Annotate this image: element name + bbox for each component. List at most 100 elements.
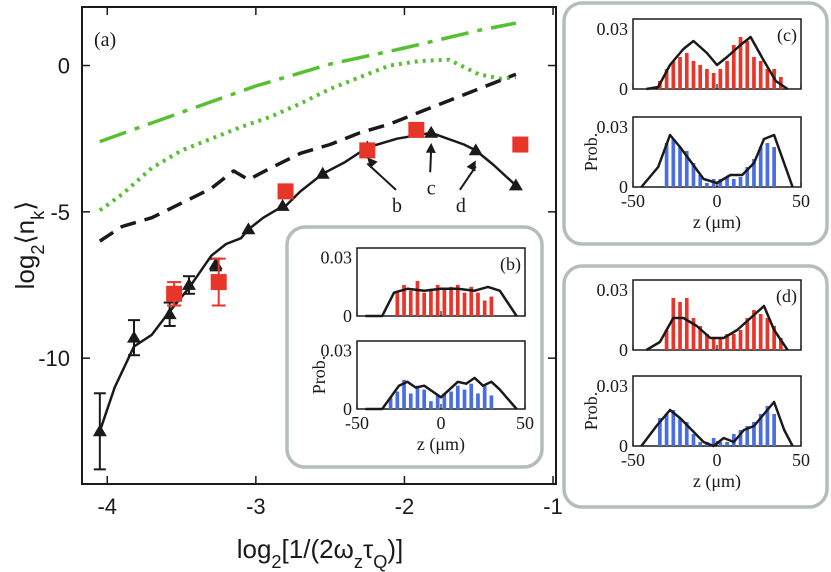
histogram-bar-top <box>725 334 729 350</box>
histogram-bar-bottom <box>718 442 723 446</box>
histogram-bar-bottom <box>705 183 709 187</box>
histogram-bar-top <box>705 334 709 350</box>
x-tick-label: -2 <box>395 494 415 519</box>
histogram-bar-bottom <box>442 393 447 409</box>
histogram-bar-bottom <box>671 139 676 187</box>
histogram-bar-bottom <box>725 177 729 187</box>
histogram-bar-top <box>718 69 723 89</box>
histogram-bar-bottom <box>731 179 736 187</box>
histogram-bar-top <box>765 69 770 89</box>
histogram-bar-top <box>671 61 676 89</box>
histogram-bar-top <box>455 284 460 316</box>
x-tick-label: -1 <box>543 494 563 519</box>
inset-y-tick-label: 0 <box>343 399 352 419</box>
histogram-bar-bottom <box>698 175 703 187</box>
density-line <box>365 376 518 411</box>
inset-y-axis-label: Prob. <box>581 392 601 431</box>
histogram-bar-bottom <box>684 422 689 446</box>
inset-x-tick-label: 0 <box>713 191 722 211</box>
histogram-bar-top <box>469 286 474 316</box>
histogram-bar-bottom <box>664 414 669 446</box>
histogram-bar-top <box>415 281 420 316</box>
triangle-marker <box>241 222 256 235</box>
inset-panel-label: (b) <box>500 254 521 275</box>
histogram-bar-top <box>711 73 716 89</box>
histogram-bar-bottom <box>455 385 460 409</box>
inset-y-tick-label: 0 <box>619 436 628 456</box>
histogram-bar-top <box>449 286 453 316</box>
histogram-bar-bottom <box>435 395 440 409</box>
y-axis-label: log2⟨nk⟩ <box>10 201 48 290</box>
histogram-bar-top <box>435 284 440 316</box>
histogram-bar-bottom <box>415 385 420 409</box>
histogram-bar-top <box>725 61 729 89</box>
histogram-bar-top <box>489 296 494 316</box>
square-marker <box>166 285 183 302</box>
histogram-bar-bottom <box>489 395 494 409</box>
histogram-bar-top <box>758 314 763 350</box>
histogram-bar-top <box>429 288 433 316</box>
histogram-bar-top <box>772 326 776 350</box>
square-marker <box>512 136 529 153</box>
histogram-bar-top <box>711 338 716 350</box>
triangle-marker <box>424 125 439 138</box>
annotation-label: b <box>392 195 402 217</box>
histogram-bar-top <box>442 288 447 316</box>
triangle-marker <box>92 424 107 437</box>
histogram-bar-top <box>738 37 743 89</box>
histogram-bar-top <box>731 45 736 89</box>
inset-y-tick-label: 0.03 <box>597 19 629 39</box>
histogram-bar-top <box>738 330 743 350</box>
inset-panel-label: (d) <box>776 286 797 307</box>
inset-x-tick-label: 50 <box>516 413 534 433</box>
histogram-bar-bottom <box>765 143 770 187</box>
histogram-bar-bottom <box>752 159 756 187</box>
histogram-bar-top <box>752 310 756 350</box>
inset-x-tick-label: -50 <box>621 191 645 211</box>
inset-x-axis-label: z (μm) <box>693 212 741 233</box>
histogram-bar-bottom <box>664 143 669 187</box>
triangle-marker <box>468 143 483 156</box>
inset-y-axis-label: Prob. <box>581 133 601 172</box>
histogram-bar-top <box>698 326 703 350</box>
histogram-bar-bottom <box>691 434 696 446</box>
series-line <box>98 72 517 243</box>
inset-x-tick-label: 0 <box>437 413 446 433</box>
histogram-bar-bottom <box>711 438 716 446</box>
inset-y-tick-label: 0 <box>619 177 628 197</box>
square-marker <box>277 183 294 200</box>
annotation-label: d <box>456 195 466 217</box>
histogram-bar-bottom <box>698 442 703 446</box>
inset-y-tick-label: 0 <box>619 79 628 99</box>
histogram-bar-top <box>752 57 756 89</box>
histogram-bar-top <box>778 338 783 350</box>
histogram-bar-bottom <box>745 426 750 446</box>
histogram-bar-bottom <box>429 401 433 409</box>
y-tick-label: -5 <box>50 200 70 225</box>
inset-x-tick-label: -50 <box>345 413 369 433</box>
histogram-bar-bottom <box>765 406 770 446</box>
main-plot: -4 -3 -2 -10-5-10log2[1/(2ωzτQ)]log2⟨nk⟩(a)… <box>10 6 563 572</box>
histogram-bar-top <box>684 298 689 350</box>
series-line <box>99 21 517 144</box>
histogram-bar-bottom <box>772 414 776 446</box>
histogram-bar-bottom <box>678 147 682 187</box>
inset-x-tick-label: 50 <box>792 191 810 211</box>
histogram-bar-bottom <box>738 430 743 446</box>
histogram-bar-top <box>422 292 427 316</box>
annotation-label: c <box>427 177 436 199</box>
histogram-bar-top <box>671 298 676 350</box>
histogram-bar-bottom <box>684 151 689 187</box>
triangle-marker <box>181 278 196 290</box>
histogram-bar-bottom <box>408 393 413 409</box>
histogram-bar-bottom <box>678 418 682 446</box>
y-tick-label: -10 <box>38 346 70 371</box>
histogram-bar-bottom <box>772 147 776 187</box>
histogram-bar-top <box>758 61 763 89</box>
histogram-bar-top <box>678 302 682 350</box>
histogram-bar-bottom <box>388 397 393 409</box>
triangle-marker <box>508 178 523 191</box>
plot-frame <box>81 6 557 485</box>
histogram-bar-top <box>664 69 669 89</box>
inset-y-axis-label: Prob. <box>309 356 329 395</box>
